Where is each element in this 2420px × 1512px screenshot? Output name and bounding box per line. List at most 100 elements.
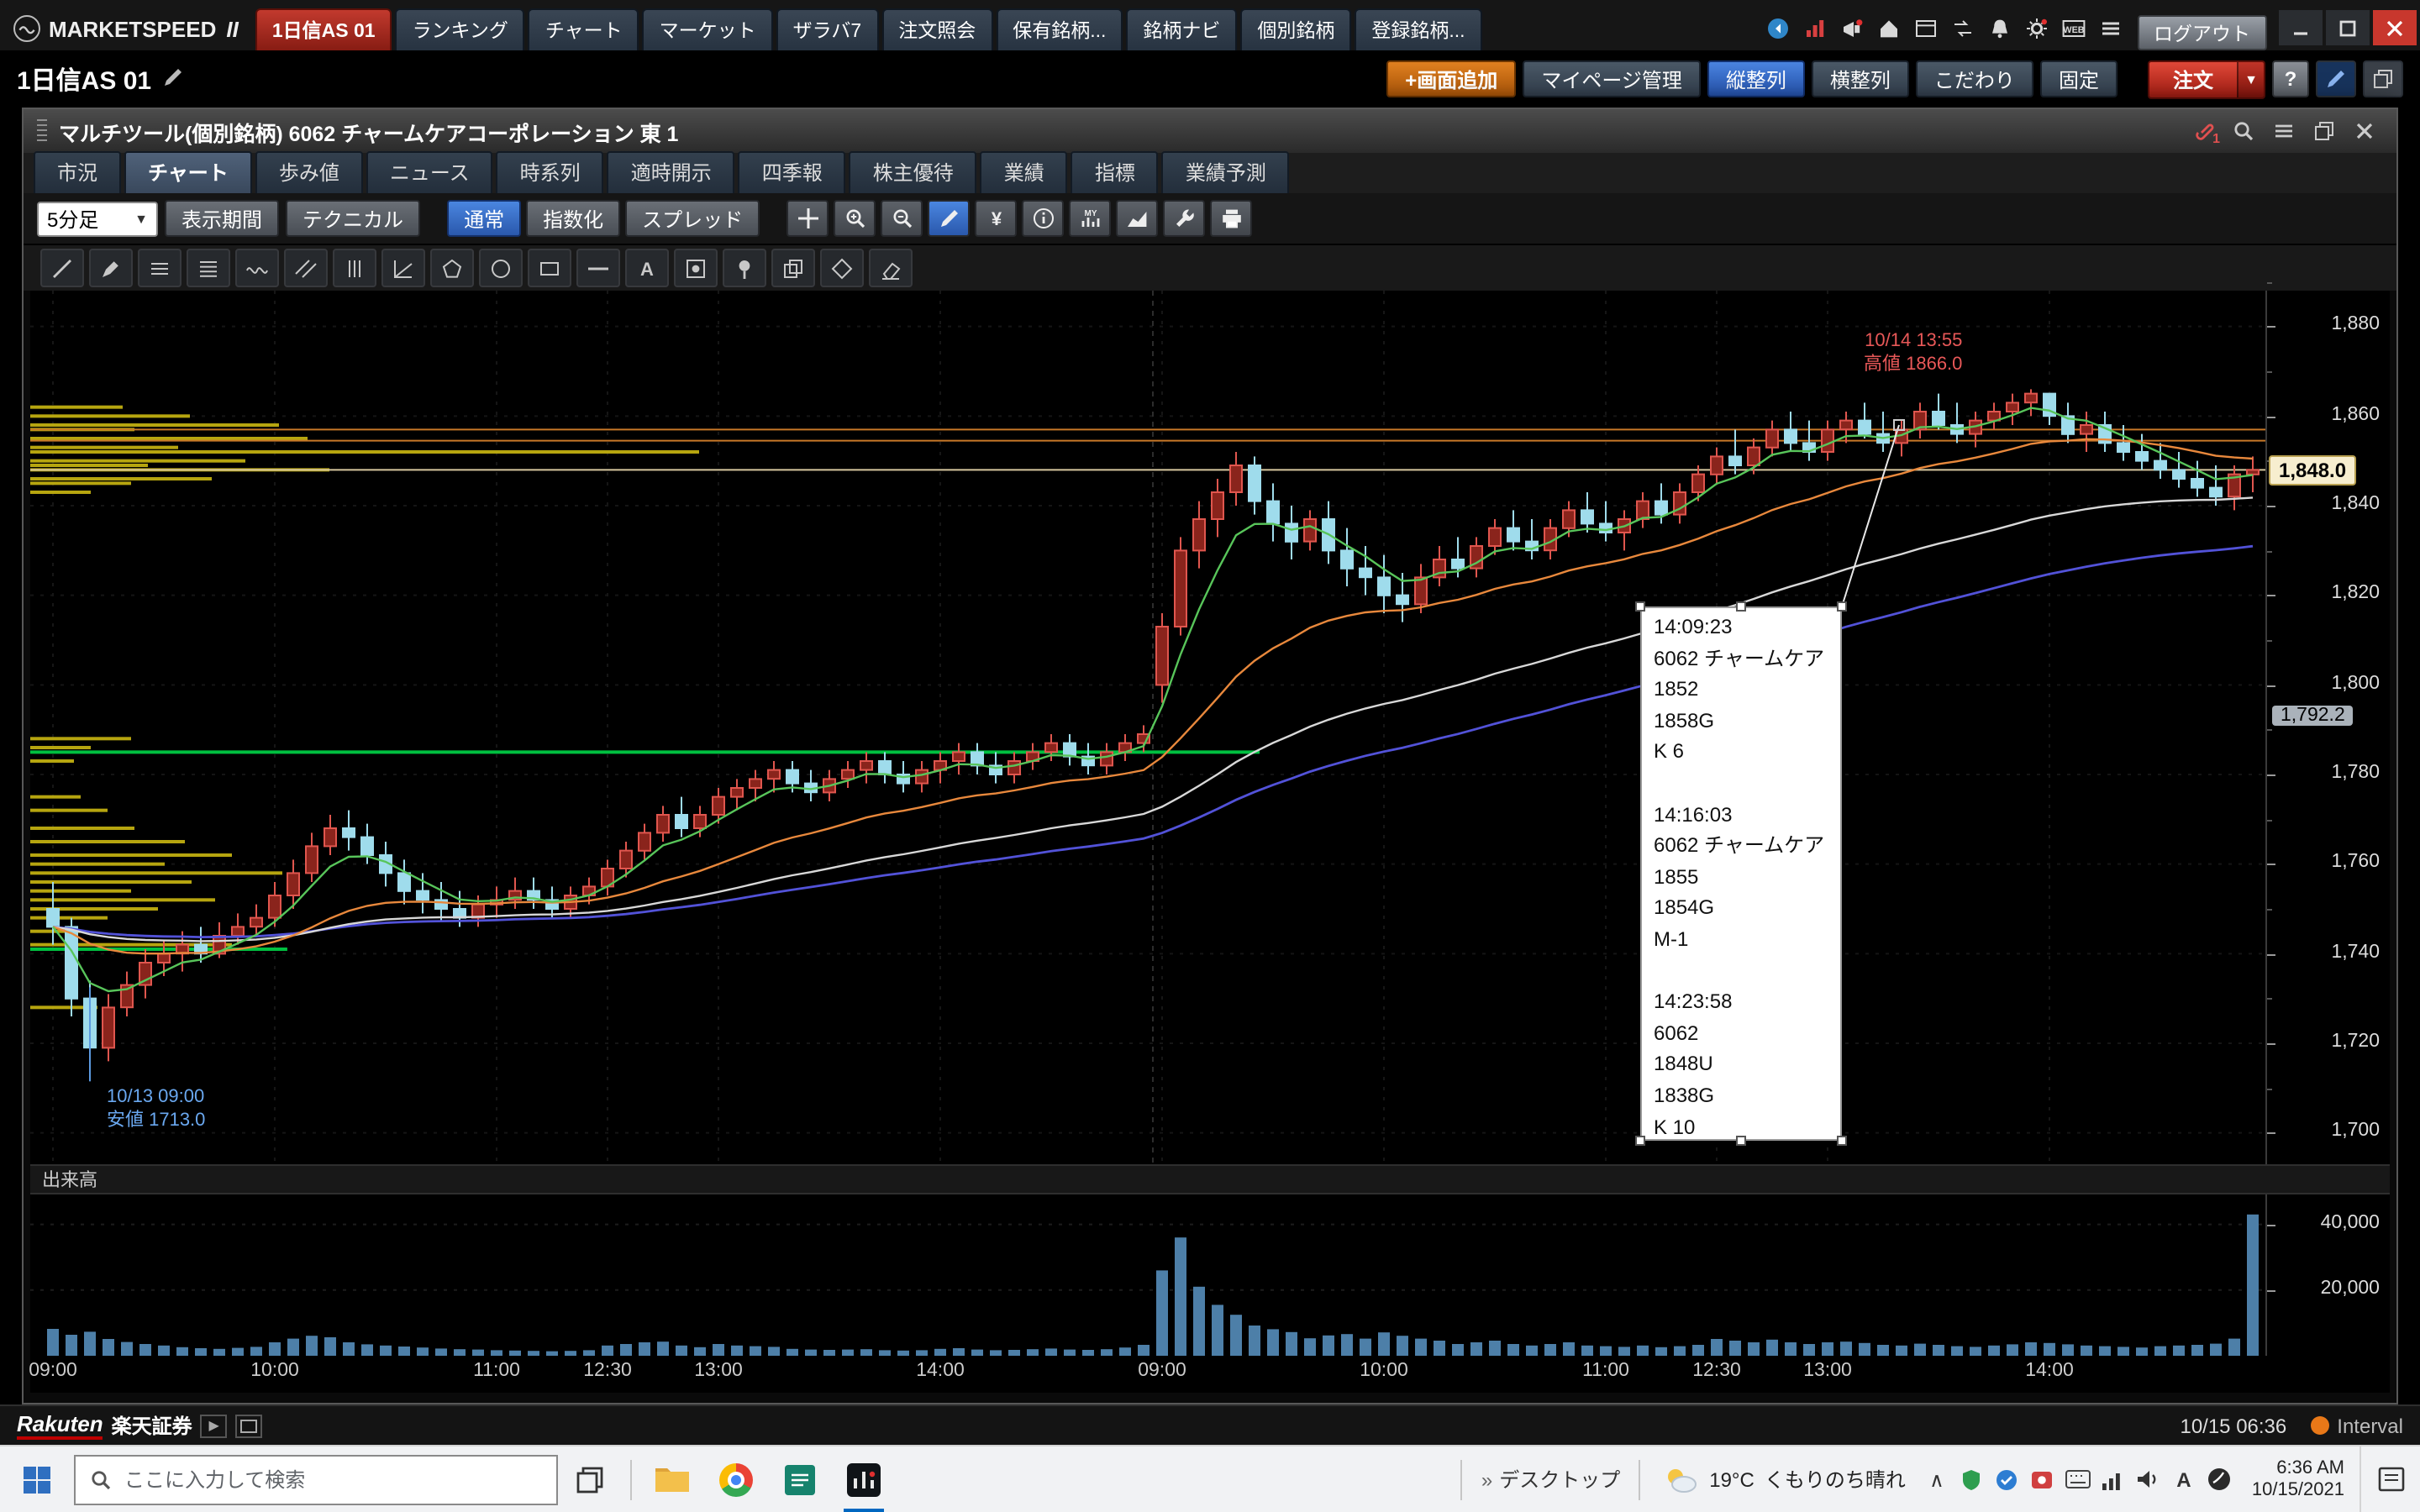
area-chart-icon[interactable] <box>1116 200 1159 237</box>
window-tab[interactable]: 適時開示 <box>607 151 735 193</box>
window-tab[interactable]: チャート <box>124 151 252 193</box>
price-chart-pane[interactable]: 14:09:23 6062 チャームケア 1852 1858G K 6 14:16:03… <box>30 291 2265 1164</box>
v-lines-icon[interactable] <box>333 249 376 287</box>
window-title-bar[interactable]: マルチツール(個別銘柄) 6062 チャームケアコーポレーション 東 1 1 <box>24 109 2396 153</box>
note-resize-handle[interactable] <box>1635 1136 1645 1146</box>
help-button[interactable]: ? <box>2272 60 2309 97</box>
gear-icon[interactable] <box>2019 10 2054 45</box>
top-bar-tab[interactable]: ランキング <box>395 8 525 50</box>
app-maximize-button[interactable] <box>2326 10 2370 45</box>
volume-chart-pane[interactable] <box>30 1194 2265 1356</box>
channel-icon[interactable] <box>284 249 328 287</box>
pin-icon[interactable] <box>723 249 766 287</box>
expand-strip-icon[interactable]: ▶ <box>200 1414 228 1437</box>
chart-link-icon[interactable] <box>2316 60 2356 97</box>
window-restore-icon[interactable] <box>2306 116 2343 146</box>
h-lines-4-icon[interactable] <box>187 249 230 287</box>
top-bar-tab[interactable]: 個別銘柄 <box>1240 8 1352 50</box>
chart-toolbar-button[interactable]: テクニカル <box>286 200 421 237</box>
zoom-in-icon[interactable] <box>834 200 876 237</box>
weather-widget[interactable]: 19°C くもりのち晴れ <box>1649 1465 1919 1494</box>
shield-icon[interactable] <box>1954 1446 1990 1512</box>
sub-bar-button[interactable]: 固定 <box>2039 60 2118 97</box>
price-chart-svg[interactable] <box>30 291 2265 1164</box>
home-icon[interactable] <box>1871 10 1907 45</box>
sub-bar-button[interactable]: +画面追加 <box>1386 60 1517 97</box>
window-tab[interactable]: 四季報 <box>738 151 846 193</box>
crosshair-icon[interactable] <box>786 200 829 237</box>
top-bar-tab[interactable]: 登録銘柄... <box>1355 8 1482 50</box>
window-close-icon[interactable] <box>2346 116 2383 146</box>
top-bar-tab[interactable]: マーケット <box>642 8 773 50</box>
note-resize-handle[interactable] <box>1635 601 1645 612</box>
rectangle-icon[interactable] <box>528 249 571 287</box>
panel-icon[interactable] <box>1908 10 1944 45</box>
logout-button[interactable]: ログアウト <box>2137 15 2267 50</box>
task-view-button[interactable] <box>558 1446 622 1512</box>
chrome-icon[interactable] <box>704 1446 768 1512</box>
my-chart-icon[interactable]: MY <box>1069 200 1112 237</box>
ime-mode-icon[interactable] <box>2202 1446 2237 1512</box>
top-bar-tab[interactable]: チャート <box>528 8 639 50</box>
ime-a-icon[interactable]: A <box>2176 1467 2191 1491</box>
h-lines-3-icon[interactable] <box>138 249 182 287</box>
sub-bar-button[interactable]: 縦整列 <box>1707 60 1805 97</box>
draw-icon[interactable] <box>928 200 971 237</box>
order-button[interactable]: 注文 ▼ <box>2147 60 2265 98</box>
window-tab[interactable]: 歩み値 <box>255 151 363 193</box>
top-bar-tab[interactable]: ザラバ7 <box>776 8 879 50</box>
start-button[interactable] <box>0 1446 74 1512</box>
timeframe-select[interactable]: 5分足 ▼ <box>37 201 158 236</box>
chart-toolbar-button[interactable]: 表示期間 <box>165 200 280 237</box>
top-bar-tab[interactable]: 1日信AS 01 <box>255 8 392 50</box>
hidden-icons-chevron[interactable]: ∧ <box>1929 1467 1944 1491</box>
megaphone-icon[interactable] <box>1834 10 1870 45</box>
window-menu-icon[interactable] <box>2265 116 2302 146</box>
file-explorer-icon[interactable] <box>640 1446 704 1512</box>
signal-icon[interactable] <box>1797 10 1833 45</box>
order-dropdown-caret[interactable]: ▼ <box>2237 61 2264 97</box>
note-resize-handle[interactable] <box>1837 1136 1847 1146</box>
desktop-toolbar[interactable]: » デスクトップ <box>1471 1465 1630 1494</box>
copy-icon[interactable] <box>771 249 815 287</box>
zoom-out-icon[interactable] <box>881 200 923 237</box>
keyboard-icon[interactable] <box>2060 1446 2096 1512</box>
circle-icon[interactable] <box>479 249 523 287</box>
drag-grip-icon[interactable] <box>37 119 47 143</box>
marketspeed-app-icon[interactable] <box>832 1446 896 1512</box>
trend-line-icon[interactable] <box>40 249 84 287</box>
angle-icon[interactable] <box>381 249 425 287</box>
sync-icon[interactable] <box>1990 1446 2025 1512</box>
wrench-icon[interactable] <box>1163 200 1206 237</box>
window-tab[interactable]: 株主優待 <box>849 151 977 193</box>
strip-window-icon[interactable] <box>235 1414 263 1437</box>
web-icon[interactable]: WEB <box>2056 10 2091 45</box>
top-bar-tab[interactable]: 注文照会 <box>881 8 993 50</box>
window-tab[interactable]: 時系列 <box>496 151 604 193</box>
taskbar-search-input[interactable]: ここに入力して検索 <box>74 1454 558 1504</box>
sub-bar-button[interactable]: 横整列 <box>1811 60 1909 97</box>
volume-icon[interactable] <box>2131 1446 2166 1512</box>
marker-icon[interactable] <box>89 249 133 287</box>
popout-window-icon[interactable] <box>2363 60 2403 97</box>
volume-chart-svg[interactable] <box>30 1194 2265 1356</box>
trade-detail-note[interactable]: 14:09:23 6062 チャームケア 1852 1858G K 6 14:16:03… <box>1640 606 1842 1141</box>
recorder-icon[interactable] <box>2025 1446 2060 1512</box>
note-resize-handle[interactable] <box>1736 1136 1746 1146</box>
top-bar-tab[interactable]: 銘柄ナビ <box>1126 8 1238 50</box>
app-close-button[interactable] <box>2373 10 2417 45</box>
speaker-icon[interactable] <box>1760 10 1796 45</box>
h-line-icon[interactable] <box>576 249 620 287</box>
icon-stamp-icon[interactable] <box>674 249 718 287</box>
note-resize-handle[interactable] <box>1837 601 1847 612</box>
wave-icon[interactable] <box>235 249 279 287</box>
eraser-icon[interactable] <box>869 249 913 287</box>
note-resize-handle[interactable] <box>1736 601 1746 612</box>
info-icon[interactable] <box>1022 200 1065 237</box>
chart-mode-button[interactable]: 通常 <box>447 200 522 237</box>
window-tab[interactable]: 業績予測 <box>1161 151 1290 193</box>
network-icon[interactable] <box>2096 1446 2131 1512</box>
chart-mode-button[interactable]: 指数化 <box>526 200 621 237</box>
window-tab[interactable]: ニュース <box>366 151 493 193</box>
window-tab[interactable]: 業績 <box>980 151 1068 193</box>
